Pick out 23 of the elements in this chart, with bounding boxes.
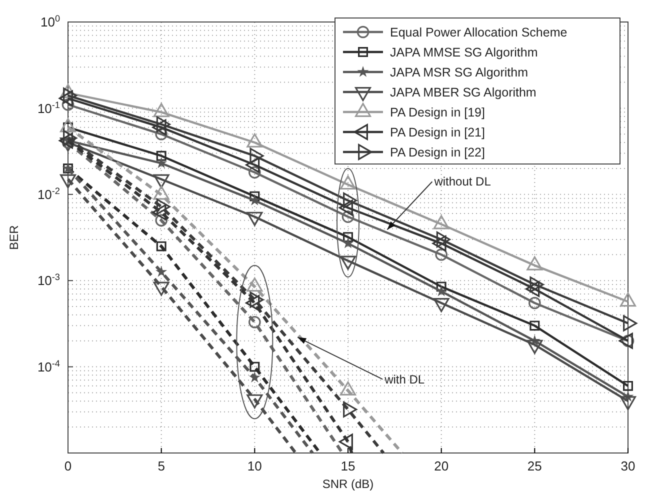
legend-label: PA Design in [21]	[390, 126, 485, 140]
x-tick-label: 20	[434, 458, 449, 474]
y-tick-label: 10$^{0}$	[40, 14, 60, 30]
y-axis-title: BER	[7, 224, 21, 250]
y-tick-label: 10$^{-4}$	[37, 358, 60, 374]
legend-label: PA Design in [22]	[390, 146, 485, 160]
legend-label: JAPA MBER SG Algorithm	[390, 86, 536, 100]
x-tick-label: 10	[247, 458, 262, 474]
x-axis-title: SNR (dB)	[322, 477, 374, 491]
legend-label: JAPA MSR SG Algorithm	[390, 66, 528, 80]
y-tick-label: 10$^{-1}$	[37, 100, 60, 116]
x-tick-label: 30	[620, 458, 636, 474]
annotation: with DL	[384, 372, 425, 386]
x-tick-label: 5	[158, 458, 165, 474]
legend-label: PA Design in [19]	[390, 106, 485, 120]
x-tick-label: 25	[527, 458, 542, 474]
y-tick-label: 10$^{-3}$	[37, 272, 60, 288]
annotation: without DL	[433, 174, 492, 189]
y-tick-label: 10$^{-2}$	[37, 186, 60, 202]
x-tick-label: 0	[64, 458, 72, 474]
legend-label: Equal Power Allocation Scheme	[390, 26, 568, 40]
x-tick-label: 15	[340, 458, 356, 474]
legend-label: JAPA MMSE SG Algorithm	[390, 46, 538, 60]
